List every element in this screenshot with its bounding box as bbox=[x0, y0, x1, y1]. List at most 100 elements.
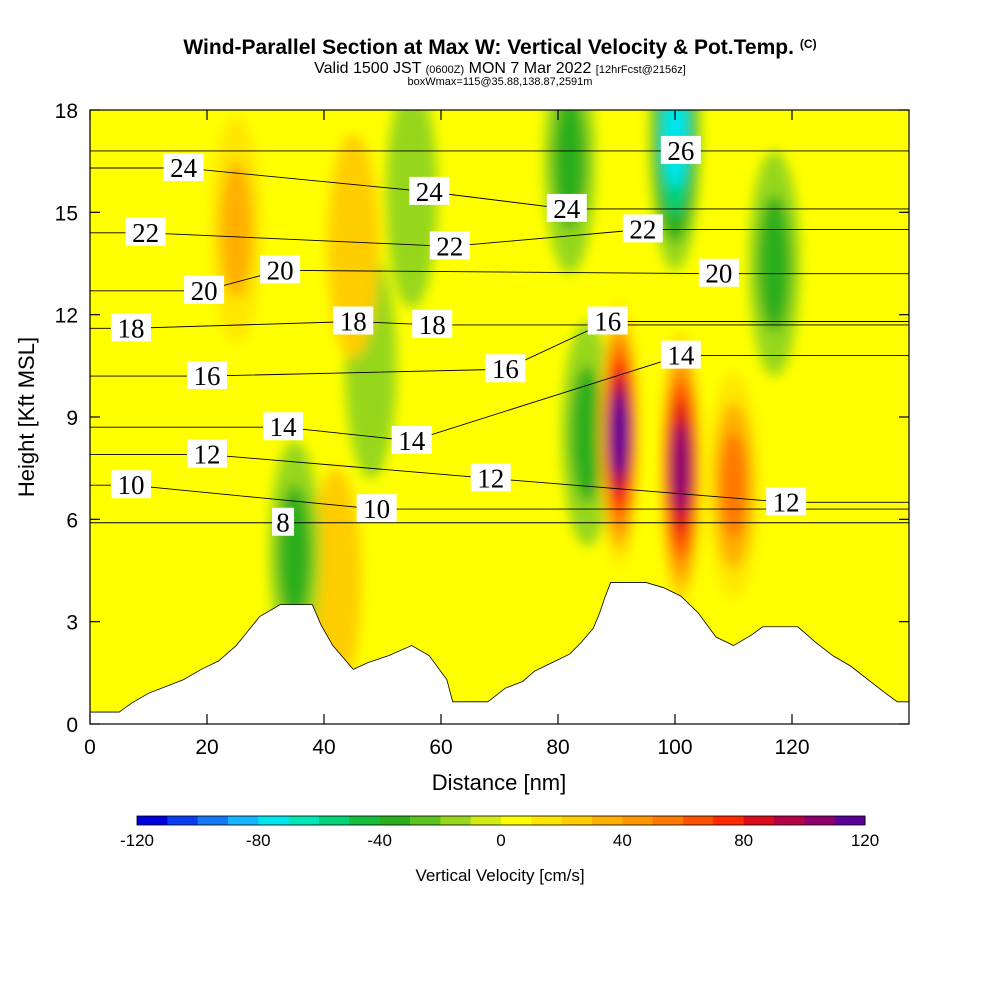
contour-label-box bbox=[766, 487, 807, 516]
x-tick-label: 40 bbox=[312, 736, 335, 759]
contour-label: 20 bbox=[705, 259, 732, 289]
contour-label: 12 bbox=[194, 440, 221, 470]
contour-label-box bbox=[412, 309, 453, 338]
contour-label-box bbox=[163, 152, 204, 181]
velocity-cell bbox=[671, 422, 691, 514]
colorbar-segment bbox=[683, 816, 714, 825]
colorbar-segment bbox=[379, 816, 411, 825]
valid-time-line: Valid 1500 JST (0600Z) MON 7 Mar 2022 [1… bbox=[314, 60, 686, 77]
x-tick-label: 120 bbox=[774, 736, 809, 759]
contour-labels: 8 10 10 12 12 12 14 14 14 16 16 16 18 18 18 20 20 20 22 22 2… bbox=[110, 135, 807, 538]
contour-label: 16 bbox=[594, 306, 621, 336]
velocity-cell bbox=[278, 485, 312, 622]
colorbar-tick-label: -120 bbox=[120, 831, 154, 850]
velocity-cell bbox=[610, 391, 629, 477]
terrain-mask bbox=[90, 582, 909, 724]
contour-label-box bbox=[485, 354, 526, 383]
contour-label-box bbox=[660, 340, 701, 369]
contour-label-box bbox=[356, 494, 397, 523]
contour-label-box bbox=[587, 306, 628, 335]
y-tick-label: 6 bbox=[66, 509, 78, 532]
colorbar-tick-label: 0 bbox=[496, 831, 505, 850]
velocity-cell bbox=[570, 365, 604, 503]
colorbar-tick-label: -40 bbox=[367, 831, 392, 850]
x-tick-label: 0 bbox=[84, 736, 96, 759]
contour-label-box bbox=[260, 255, 301, 284]
colorbar-segment bbox=[197, 816, 229, 825]
colorbar-segment bbox=[561, 816, 593, 825]
y-tick-label: 18 bbox=[55, 100, 78, 123]
contour-label-box bbox=[409, 176, 450, 205]
contour-label-box bbox=[110, 313, 151, 342]
y-tick-label: 9 bbox=[66, 407, 78, 430]
contour-label-box bbox=[660, 135, 701, 164]
contour-label: 26 bbox=[667, 136, 694, 166]
colorbar-frame bbox=[136, 815, 866, 826]
colorbar-segment bbox=[440, 816, 472, 825]
box-info-line: boxWmax=115@35.88,138.87,2591m bbox=[407, 76, 593, 88]
contour-label: 24 bbox=[416, 177, 444, 207]
contour-label-box bbox=[470, 463, 511, 492]
contour-label-box bbox=[698, 258, 739, 287]
y-tick-label: 15 bbox=[55, 202, 78, 225]
colorbar-segment bbox=[713, 816, 745, 825]
colorbar-tick-label: 120 bbox=[851, 831, 879, 850]
terrain-outline bbox=[90, 582, 909, 713]
colorbar-segment bbox=[349, 816, 381, 825]
contour-label: 16 bbox=[194, 361, 221, 391]
colorbar-tick-label: 80 bbox=[734, 831, 753, 850]
colorbar-tick-label: -80 bbox=[246, 831, 271, 850]
contour-label: 24 bbox=[170, 153, 198, 183]
colorbar-segment bbox=[743, 816, 775, 825]
contour-label: 18 bbox=[419, 310, 446, 340]
x-tick-label: 100 bbox=[657, 736, 692, 759]
contour-label-box bbox=[391, 425, 432, 454]
chart-title: Wind-Parallel Section at Max W: Vertical… bbox=[183, 36, 817, 59]
colorbar-segment bbox=[137, 816, 168, 825]
colorbar-segment bbox=[410, 816, 441, 825]
y-tick-label: 3 bbox=[66, 612, 78, 635]
y-tick-label: 12 bbox=[55, 305, 78, 328]
contour-label: 12 bbox=[773, 487, 800, 517]
x-tick-label: 20 bbox=[195, 736, 218, 759]
colorbar-segment bbox=[834, 816, 866, 825]
colorbar: -120 -80 -40 0 40 80 120 bbox=[120, 815, 879, 850]
contour-label: 18 bbox=[117, 313, 144, 343]
y-axis: 0 3 6 9 12 15 18 bbox=[55, 100, 909, 737]
contour-label-box bbox=[110, 470, 151, 499]
colorbar-segment bbox=[288, 816, 320, 825]
contour-label: 22 bbox=[132, 218, 159, 248]
contour-label: 16 bbox=[492, 354, 519, 384]
colorbar-segment bbox=[258, 816, 290, 825]
contour-label-box bbox=[187, 439, 227, 468]
colorbar-segment bbox=[531, 816, 563, 825]
velocity-cell bbox=[327, 133, 379, 360]
colorbar-segment bbox=[774, 816, 805, 825]
contour-label-box bbox=[263, 412, 304, 441]
y-tick-label: 0 bbox=[66, 714, 78, 737]
colorbar-segment bbox=[167, 816, 199, 825]
contour-label: 14 bbox=[270, 412, 298, 442]
contour-label: 22 bbox=[629, 214, 656, 244]
contour-label-box bbox=[187, 361, 227, 390]
contour-label-box bbox=[272, 507, 295, 536]
contour-label: 10 bbox=[117, 470, 144, 500]
y-axis-label: Height [Kft MSL] bbox=[14, 337, 39, 497]
colorbar-segment bbox=[804, 816, 836, 825]
contour-label: 14 bbox=[398, 426, 426, 456]
colorbar-segment bbox=[470, 816, 502, 825]
colorbar-segment bbox=[652, 816, 684, 825]
velocity-cell bbox=[386, 110, 438, 308]
velocity-cell bbox=[758, 195, 791, 332]
contour-label: 20 bbox=[191, 276, 218, 306]
x-tick-label: 60 bbox=[429, 736, 452, 759]
colorbar-label: Vertical Velocity [cm/s] bbox=[415, 866, 584, 885]
contour-label: 14 bbox=[667, 341, 695, 371]
contour-label-box bbox=[622, 214, 663, 243]
x-axis: 0 20 40 60 80 100 120 bbox=[84, 110, 810, 759]
contour-label: 8 bbox=[276, 508, 290, 538]
velocity-cell bbox=[219, 161, 253, 298]
contour-label: 18 bbox=[340, 306, 367, 336]
isentrope-line bbox=[90, 484, 909, 510]
